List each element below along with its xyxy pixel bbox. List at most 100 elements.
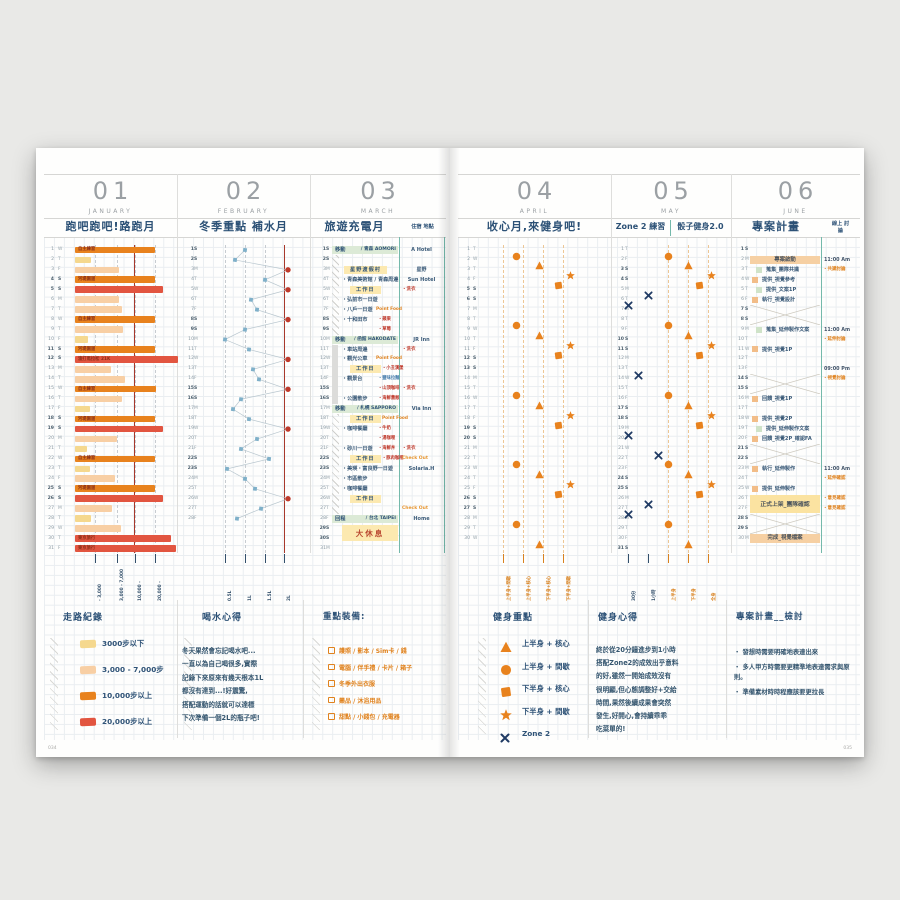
day-number: 15 xyxy=(187,386,194,392)
day-letter: T xyxy=(58,306,61,312)
day-number: 22 xyxy=(737,455,744,461)
travel-note: ・蘋果 xyxy=(378,316,391,322)
day-letter: T xyxy=(194,416,197,422)
day-number: 3 xyxy=(467,266,470,272)
walk-bar xyxy=(75,266,119,274)
day-number: 30 xyxy=(319,535,326,541)
day-letter: S xyxy=(58,485,62,491)
day-number: 8 xyxy=(467,316,470,322)
packing-checkbox xyxy=(328,696,335,703)
task-marker-green xyxy=(756,266,762,273)
day-number: 6 xyxy=(621,296,624,302)
day-number: 12 xyxy=(463,356,470,362)
day-number: 21 xyxy=(618,446,624,451)
day-letter: F xyxy=(745,505,748,511)
triangle-marker xyxy=(534,325,544,340)
move-label: 回程 xyxy=(335,515,346,522)
day-number: 23 xyxy=(618,465,624,471)
dice-axis-tick xyxy=(708,554,709,563)
day-number: 8 xyxy=(51,316,54,322)
discussion-time: 11:00 Am xyxy=(824,256,851,263)
day-letter: F xyxy=(194,515,197,521)
project-review-item: ・ 多人甲方時需要更精準地表達需求與原則。 xyxy=(734,664,850,682)
fitness-legend-title: 健身重點 xyxy=(493,613,534,623)
discussion-left-rule xyxy=(821,237,823,553)
january-title: 跑吧跑吧!路跑月 xyxy=(65,220,156,233)
day-letter: F xyxy=(625,396,628,402)
fitness-notes-line: 發生,好開心,會持續乖乖 xyxy=(596,712,667,720)
walk-legend-swatch xyxy=(79,717,97,727)
square-marker xyxy=(695,275,704,290)
day-letter: T xyxy=(58,376,61,382)
day-number: 17 xyxy=(464,406,470,412)
day-number: 19 xyxy=(188,426,194,432)
day-letter: T xyxy=(194,346,197,352)
zone2-x-marker xyxy=(623,504,633,519)
water-line-chart xyxy=(222,247,291,521)
day-letter: W xyxy=(58,455,63,461)
packing-item: 甜點 / 小錢包 / 充電器 xyxy=(339,714,400,721)
day-letter: T xyxy=(194,366,197,372)
lodging-note: Check Out xyxy=(402,505,428,511)
workout-axis-label: 上半身+核心 xyxy=(527,575,532,601)
day-letter: S xyxy=(745,376,749,382)
day-letter: S xyxy=(625,346,629,352)
day-number: 23 xyxy=(48,465,54,471)
day-number: 27 xyxy=(738,505,744,511)
day-letter: S xyxy=(625,266,629,272)
day-letter: T xyxy=(745,356,748,362)
day-letter: T xyxy=(194,485,197,491)
day-letter: M xyxy=(745,326,749,332)
day-number: 18 xyxy=(188,416,194,422)
travel-note: ・海鮮丼 xyxy=(378,446,396,451)
packing-checkbox xyxy=(328,680,335,687)
water-notes-line: 記錄下來原來有幾天根本1L xyxy=(182,673,264,682)
walk-legend-label: 3,000 - 7,000步 xyxy=(102,665,164,674)
walk-legend-title: 走路紀錄 xyxy=(63,613,104,623)
project-task: 提供_延伸製作 xyxy=(762,485,796,492)
day-letter: S xyxy=(326,396,330,402)
fitness-legend-label: 上半身 + 核心 xyxy=(522,639,570,648)
day-number: 25 xyxy=(738,485,744,491)
day-letter: T xyxy=(473,386,476,392)
day-number: 2 xyxy=(322,256,326,262)
day-number: 16 xyxy=(319,396,326,402)
month-number: 04 xyxy=(516,177,558,205)
day-number: 21 xyxy=(737,446,744,451)
project-task: 提供_延伸製作文案 xyxy=(766,426,810,433)
day-letter: W xyxy=(326,286,331,292)
day-letter: F xyxy=(745,296,748,302)
day-number: 24 xyxy=(738,475,744,481)
walk-bar xyxy=(75,356,178,363)
travel-task: ・弘前市一日遊 xyxy=(342,296,378,303)
day-letter: S xyxy=(473,286,477,292)
move-label: 移動 xyxy=(335,247,346,253)
day-letter: S xyxy=(625,276,629,282)
day-number: 26 xyxy=(738,495,744,501)
day-number: 28 xyxy=(618,515,624,521)
walk-bar-label: 河堤園道 xyxy=(78,416,96,422)
day-letter: T xyxy=(745,266,748,272)
day-letter: M xyxy=(58,366,62,372)
page-right: 04 APRIL 05 MAY 06 JUNE 收心月,來健身吧! Zone 2… xyxy=(450,148,864,757)
day-letter: M xyxy=(326,406,330,412)
day-letter: T xyxy=(58,396,61,402)
day-number: 27 xyxy=(463,505,470,511)
day-letter: F xyxy=(58,406,61,412)
day-number: 24 xyxy=(48,475,54,481)
walk-legend-swatch xyxy=(79,639,97,649)
water-notes-line: 都沒有達到...!好震驚, xyxy=(182,687,248,696)
day-letter: T xyxy=(58,515,61,521)
walk-bar-label: 自主練習 xyxy=(78,317,96,323)
walk-bar xyxy=(75,405,90,413)
day-letter: T xyxy=(625,386,628,392)
day-letter: T xyxy=(473,316,476,322)
day-letter: S xyxy=(326,386,330,392)
day-number: 26 xyxy=(47,495,54,501)
travel-task: ・青森美術館 / 青森周邊 xyxy=(342,276,399,283)
walk-bar xyxy=(75,385,156,393)
walk-bar-label: 自主練習 xyxy=(78,456,96,462)
day-number: 20 xyxy=(188,436,194,442)
task-marker-orange xyxy=(752,396,758,403)
day-number: 6 xyxy=(191,296,194,302)
